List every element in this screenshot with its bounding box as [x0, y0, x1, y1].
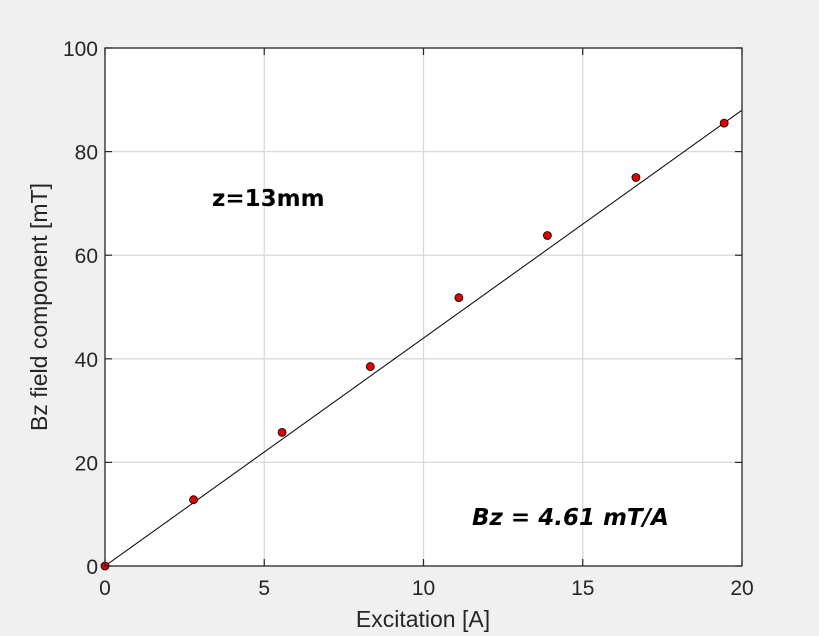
y-tick-label: 0: [86, 556, 98, 579]
annotation-slope: Bz = 4.61 mT/A: [472, 505, 669, 531]
data-point: [454, 293, 464, 303]
x-tick-label: 0: [99, 577, 111, 600]
fit-line: [104, 109, 743, 567]
ticks: [104, 47, 743, 567]
fit-line-group: [104, 109, 743, 567]
data-point: [719, 118, 729, 128]
x-axis-label: Excitation [A]: [356, 606, 490, 632]
annotation-z: z=13mm: [212, 186, 325, 212]
data-point: [631, 173, 641, 182]
data-point: [277, 427, 287, 437]
data-point: [365, 362, 375, 371]
grid: [105, 48, 742, 566]
x-tick-label: 15: [571, 577, 594, 600]
y-axis-label: Bz field component [mT]: [26, 183, 52, 431]
data-point: [542, 231, 552, 240]
x-tick-label: 10: [412, 577, 435, 600]
data-point: [189, 495, 198, 505]
y-tick-label: 60: [75, 245, 98, 268]
tick-labels: 0 5 10 15 20 0 20 40 60 80 100: [63, 38, 754, 600]
y-tick-label: 40: [75, 349, 98, 372]
y-tick-label: 80: [75, 142, 98, 165]
x-tick-label: 20: [730, 577, 753, 600]
y-tick-label: 100: [63, 38, 98, 61]
y-tick-label: 20: [75, 452, 98, 475]
x-tick-label: 5: [258, 577, 270, 600]
